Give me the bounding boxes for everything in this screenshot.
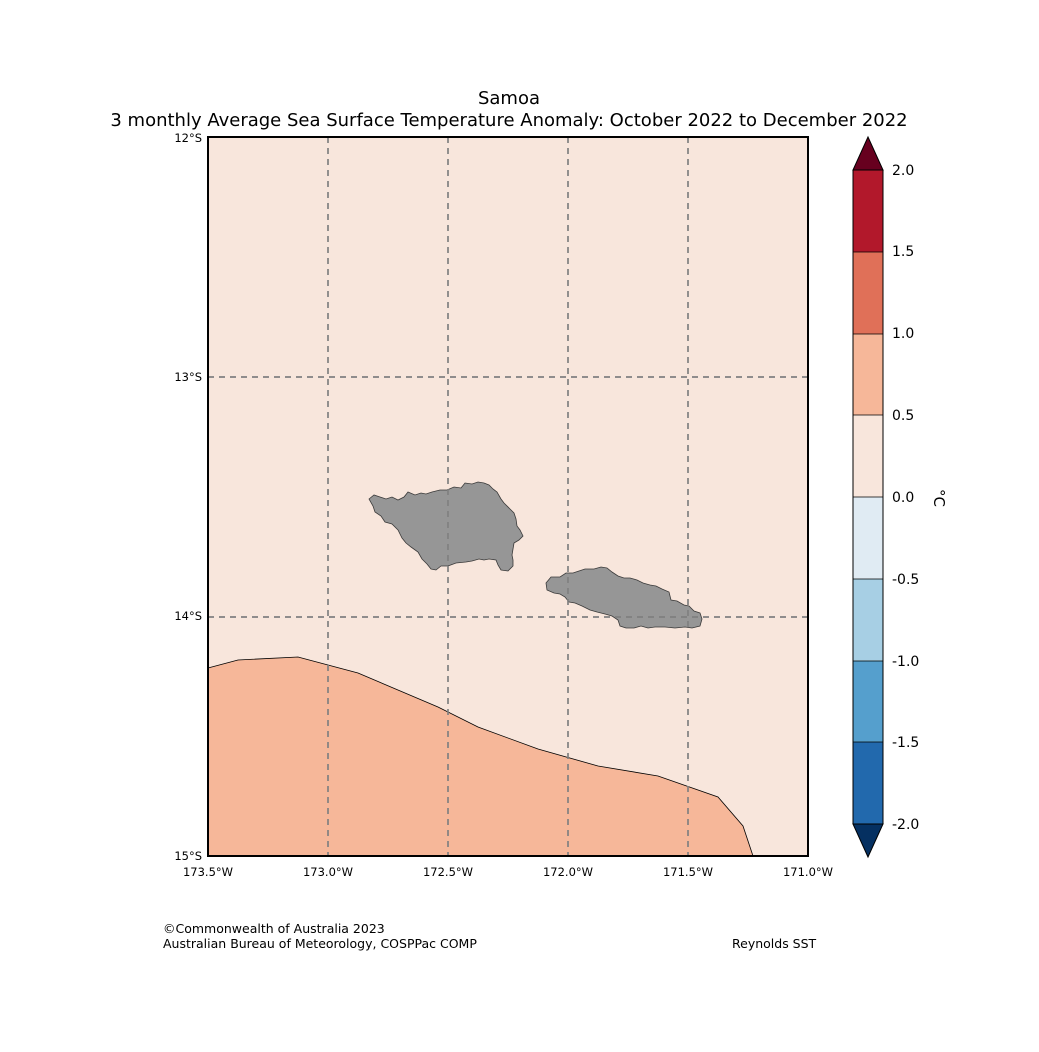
colorbar-tick-1.5: 1.5 [892,244,914,260]
upolu-island [368,481,524,572]
colorbar-tick-neg1.0: -1.0 [892,654,919,670]
savaii-island [545,566,703,629]
organisation-text: Australian Bureau of Meteorology, COSPPa… [163,936,477,951]
data-source-text: Reynolds SST [732,936,817,951]
map-title: Samoa [477,88,541,109]
colorbar-band-1.0-1.5 [853,252,883,334]
colorbar-over-arrow [852,135,884,171]
colorbar-tick-0.5: 0.5 [892,408,914,424]
lat-label-13S: 13°S [174,370,202,384]
colorbar-under-arrow [852,823,884,859]
map-subtitle: 3 monthly Average Sea Surface Temperatur… [110,110,908,131]
map-frame [207,136,809,857]
lon-label-172.5W: 172.5°W [423,865,473,879]
colorbar-band-neg0.5-0.0 [853,497,883,579]
lat-label-14S: 14°S [174,609,202,623]
lat-label-15S: 15°S [174,849,202,863]
colorbar: 2.0 1.5 1.0 0.5 0.0 -0.5 -1.0 -1.5 -2.0 … [852,135,948,859]
gridlines [208,137,808,856]
colorbar-tick-neg2.0: -2.0 [892,817,919,833]
lon-label-172.0W: 172.0°W [543,865,593,879]
lon-label-173.5W: 173.5°W [183,865,233,879]
lon-label-171.5W: 171.5°W [663,865,713,879]
colorbar-band-0.0-0.5 [853,415,883,497]
colorbar-band-neg1.5-neg1.0 [853,661,883,742]
map-panel [207,136,809,857]
colorbar-tick-2.0: 2.0 [892,163,914,179]
colorbar-dividers [853,251,883,743]
colorbar-band-1.5-2.0 [853,170,883,252]
colorbar-tick-neg0.5: -0.5 [892,572,919,588]
colorbar-tick-neg1.5: -1.5 [892,735,919,751]
colorbar-band-neg1.0-neg0.5 [853,579,883,661]
lat-label-12S: 12°S [174,131,202,145]
lon-label-173.0W: 173.0°W [303,865,353,879]
colorbar-tick-0.0: 0.0 [892,490,914,506]
colorbar-unit-label: °C [930,489,948,507]
colorbar-tick-1.0: 1.0 [892,326,914,342]
colorbar-band-neg2.0-neg1.5 [853,742,883,824]
colorbar-frame [852,169,884,825]
lon-label-171.0W: 171.0°W [783,865,833,879]
colorbar-band-0.5-1.0 [853,334,883,415]
copyright-text: ©Commonwealth of Australia 2023 [163,921,385,936]
